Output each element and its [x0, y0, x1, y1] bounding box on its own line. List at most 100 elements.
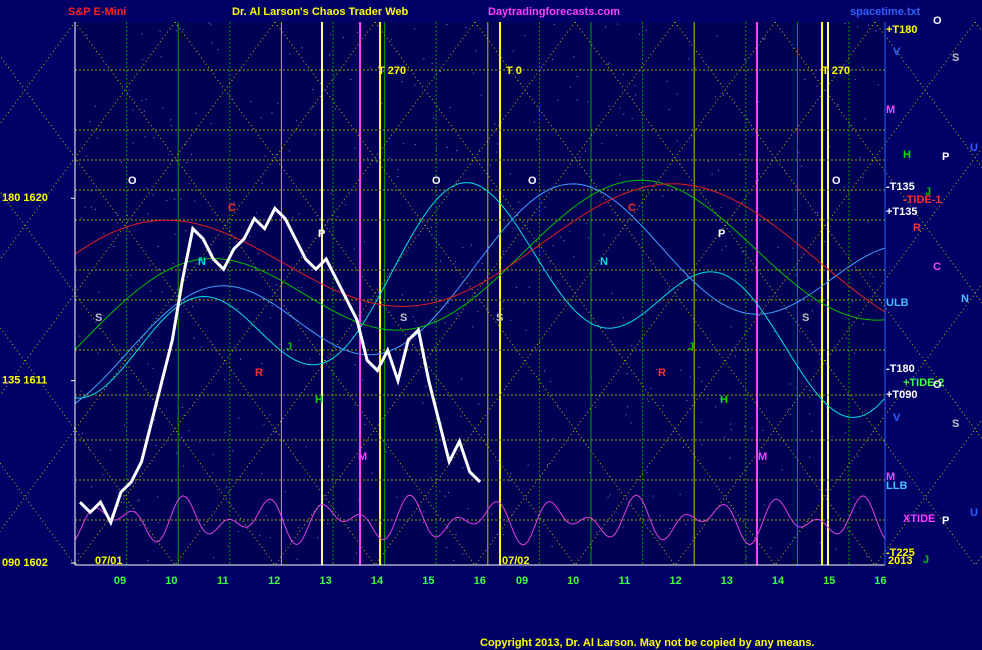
star	[799, 330, 801, 332]
star	[96, 137, 98, 139]
plot-letter: R	[255, 367, 263, 379]
star	[533, 121, 535, 123]
star	[557, 406, 559, 408]
star	[430, 477, 432, 479]
star	[397, 176, 399, 178]
star	[327, 522, 329, 524]
side-letter: S	[952, 52, 959, 64]
star	[569, 230, 571, 232]
star	[356, 31, 358, 33]
star	[852, 301, 854, 303]
star	[162, 107, 164, 109]
star	[301, 47, 303, 49]
star	[296, 558, 298, 560]
star	[456, 150, 458, 152]
star	[97, 352, 99, 354]
star	[277, 102, 279, 104]
star	[646, 472, 648, 474]
star	[831, 436, 833, 438]
star	[258, 253, 260, 255]
star	[151, 342, 153, 344]
star	[269, 317, 271, 319]
star	[384, 449, 386, 451]
star	[720, 207, 722, 209]
star	[547, 440, 549, 442]
star	[161, 291, 163, 293]
star	[141, 33, 143, 35]
star	[770, 547, 772, 549]
star	[292, 217, 294, 219]
star	[186, 162, 188, 164]
star	[194, 200, 196, 202]
star	[390, 39, 392, 41]
star	[223, 379, 225, 381]
star	[250, 101, 252, 103]
diag-line	[574, 21, 976, 566]
star	[701, 444, 703, 446]
star	[109, 449, 111, 451]
star	[729, 457, 731, 459]
star	[718, 169, 720, 171]
star	[328, 465, 330, 467]
star	[587, 101, 589, 103]
star	[224, 431, 226, 433]
star	[875, 30, 877, 32]
star	[157, 246, 159, 248]
star	[573, 56, 575, 58]
star	[552, 438, 554, 440]
star	[412, 316, 414, 318]
x-tick-label: 12	[268, 575, 280, 587]
star	[585, 223, 587, 225]
star	[293, 438, 295, 440]
star	[730, 423, 732, 425]
date-label: 07/01	[95, 555, 123, 567]
star	[594, 406, 596, 408]
diag-line	[574, 21, 976, 566]
plot-letter: O	[528, 175, 537, 187]
star	[309, 358, 311, 360]
star	[171, 480, 173, 482]
star	[130, 274, 132, 276]
side-letter: C	[933, 261, 941, 273]
star	[145, 98, 147, 100]
star	[279, 343, 281, 345]
star	[126, 215, 128, 217]
star	[168, 154, 170, 156]
right-label: +T135	[886, 206, 918, 218]
star	[157, 496, 159, 498]
star	[747, 118, 749, 120]
star	[609, 494, 611, 496]
star	[381, 522, 382, 524]
star	[354, 147, 356, 149]
star	[345, 204, 347, 206]
star	[472, 72, 474, 74]
star	[864, 118, 866, 120]
star	[261, 362, 263, 364]
star	[447, 526, 449, 528]
right-label: XTIDE	[903, 513, 935, 525]
star	[751, 427, 753, 429]
star	[862, 323, 864, 325]
star	[601, 143, 603, 145]
star	[152, 367, 154, 369]
right-label: M	[886, 104, 895, 116]
star	[75, 266, 77, 268]
star	[172, 190, 174, 192]
right-label: +T180	[886, 24, 918, 36]
star	[334, 108, 336, 110]
t-label: T 0	[506, 65, 522, 77]
star	[809, 390, 811, 392]
star	[472, 326, 474, 328]
star	[502, 301, 504, 303]
star	[440, 260, 442, 262]
star	[80, 390, 82, 392]
star	[232, 450, 234, 452]
star	[152, 194, 154, 196]
star	[580, 68, 582, 70]
star	[849, 124, 851, 126]
star	[298, 339, 300, 341]
star	[781, 469, 783, 471]
star	[342, 36, 344, 38]
star	[509, 173, 511, 175]
star	[634, 85, 636, 87]
